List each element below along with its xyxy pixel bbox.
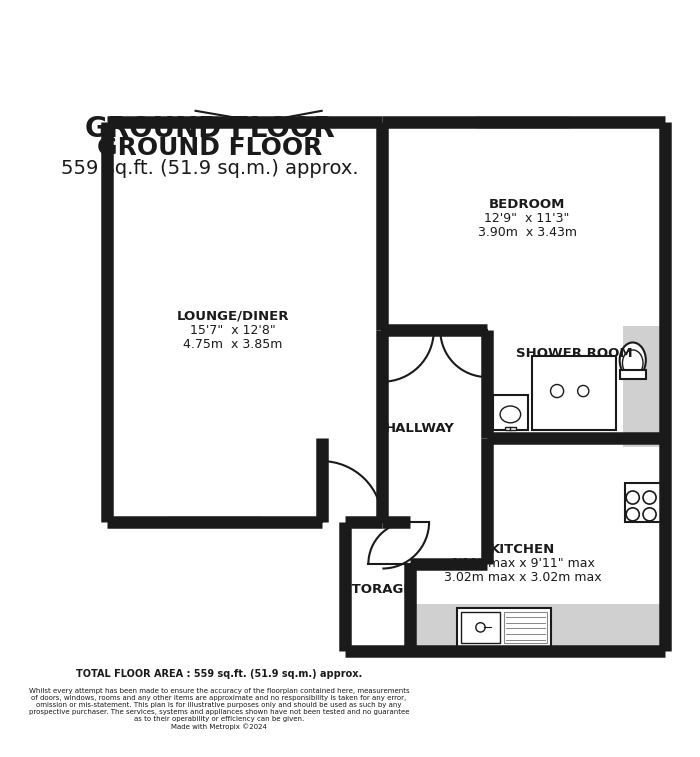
Text: LOUNGE/DINER: LOUNGE/DINER [176, 310, 289, 322]
Bar [504, 612, 547, 643]
Text: Whilst every attempt has been made to ensure the accuracy of the floorplan conta: Whilst every attempt has been made to en… [29, 688, 409, 730]
Ellipse shape [620, 342, 646, 378]
Bar [493, 395, 528, 430]
Text: 9'11" max x 9'11" max: 9'11" max x 9'11" max [451, 557, 594, 570]
Bar [505, 426, 516, 430]
Circle shape [626, 508, 639, 521]
Circle shape [643, 491, 656, 504]
Bar [476, 117, 569, 126]
Text: 559 sq.ft. (51.9 sq.m.) approx.: 559 sq.ft. (51.9 sq.m.) approx. [61, 159, 358, 178]
Bar [167, 517, 261, 527]
Bar [532, 356, 616, 430]
Text: TOTAL FLOOR AREA : 559 sq.ft. (51.9 sq.m.) approx.: TOTAL FLOOR AREA : 559 sq.ft. (51.9 sq.m… [76, 669, 362, 679]
Text: 4.75m  x 3.85m: 4.75m x 3.85m [183, 338, 283, 350]
Bar [461, 612, 500, 643]
Circle shape [643, 508, 656, 521]
Text: BEDROOM: BEDROOM [489, 198, 566, 210]
Text: GROUND FLOOR: GROUND FLOOR [97, 136, 322, 160]
Bar [172, 521, 257, 523]
Text: SHOWER ROOM: SHOWER ROOM [516, 347, 632, 360]
Bar [477, 119, 568, 125]
Text: 3.90m  x 3.43m: 3.90m x 3.43m [477, 226, 577, 238]
Text: STORAGE: STORAGE [342, 583, 413, 596]
Text: KITCHEN: KITCHEN [490, 544, 555, 556]
Ellipse shape [578, 385, 589, 397]
Bar [624, 326, 668, 447]
Text: HALLWAY: HALLWAY [385, 422, 455, 435]
Bar [480, 121, 566, 123]
Bar [169, 519, 259, 525]
Text: GROUND FLOOR: GROUND FLOOR [85, 116, 335, 144]
Ellipse shape [622, 350, 643, 376]
Text: 15'7"  x 12'8": 15'7" x 12'8" [190, 324, 276, 337]
Text: 3.02m max x 3.02m max: 3.02m max x 3.02m max [444, 572, 601, 584]
Text: 12'9"  x 11'3": 12'9" x 11'3" [484, 212, 570, 225]
Bar [625, 483, 664, 522]
Bar [457, 608, 550, 647]
Circle shape [626, 491, 639, 504]
Bar [410, 604, 664, 651]
Ellipse shape [500, 406, 521, 423]
Bar [620, 369, 646, 379]
